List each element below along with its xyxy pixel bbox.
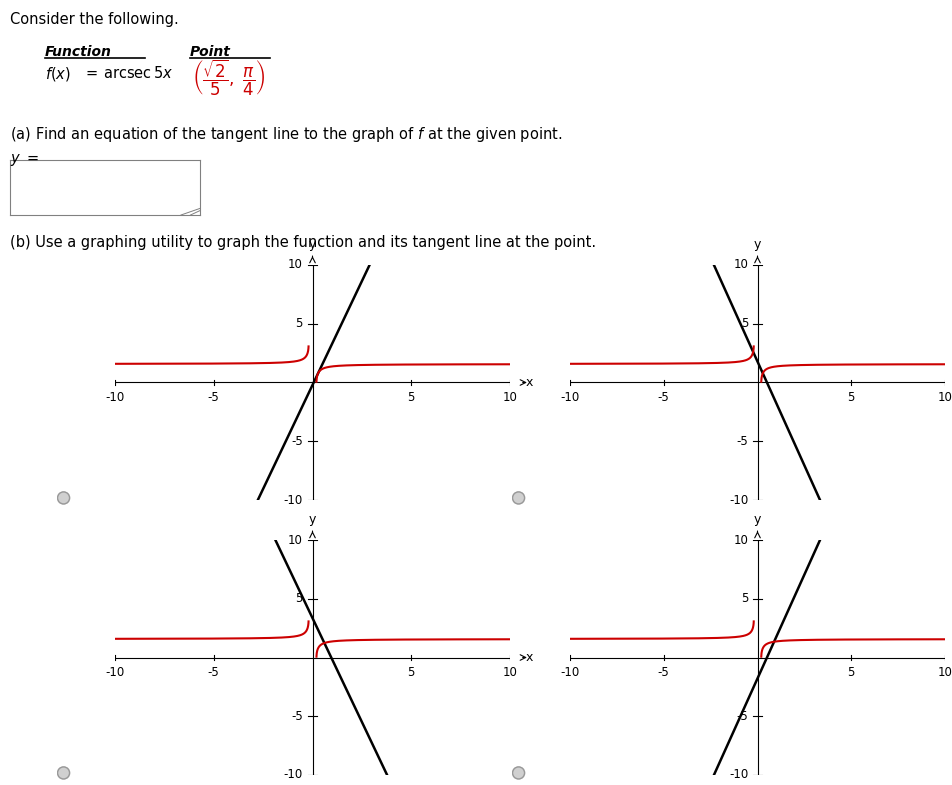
- Text: y: y: [308, 238, 316, 251]
- Text: 10: 10: [733, 258, 748, 272]
- Text: (a) Find an equation of the tangent line to the graph of $f$ at the given point.: (a) Find an equation of the tangent line…: [10, 125, 563, 144]
- Text: -5: -5: [737, 435, 748, 447]
- Text: $f(x)$: $f(x)$: [45, 65, 70, 83]
- Text: -10: -10: [106, 666, 125, 679]
- Text: 10: 10: [733, 534, 748, 546]
- Text: 5: 5: [295, 317, 303, 330]
- Text: 5: 5: [407, 666, 415, 679]
- Text: 10: 10: [288, 258, 303, 272]
- Text: 5: 5: [407, 391, 415, 403]
- Text: -5: -5: [208, 666, 220, 679]
- Text: -5: -5: [658, 666, 669, 679]
- Text: -10: -10: [729, 494, 748, 506]
- Text: 5: 5: [847, 391, 855, 403]
- Text: -5: -5: [291, 710, 303, 723]
- Text: -10: -10: [284, 494, 303, 506]
- Text: $y\ =$: $y\ =$: [10, 152, 39, 168]
- Text: -10: -10: [729, 769, 748, 782]
- Text: x: x: [526, 651, 533, 664]
- Text: $\left(\dfrac{\sqrt{2}}{5},\ \dfrac{\pi}{4}\right)$: $\left(\dfrac{\sqrt{2}}{5},\ \dfrac{\pi}…: [192, 58, 266, 98]
- Text: Point: Point: [190, 45, 231, 59]
- Text: Consider the following.: Consider the following.: [10, 12, 179, 27]
- Text: 5: 5: [741, 317, 748, 330]
- Text: x: x: [526, 376, 533, 389]
- Text: -5: -5: [658, 391, 669, 403]
- Text: -10: -10: [284, 769, 303, 782]
- Text: $= \,\mathrm{arcsec}\,5x$: $= \,\mathrm{arcsec}\,5x$: [83, 65, 173, 81]
- Text: -10: -10: [106, 391, 125, 403]
- Text: 5: 5: [295, 592, 303, 605]
- Text: -5: -5: [208, 391, 220, 403]
- Text: y: y: [754, 513, 762, 526]
- Text: 10: 10: [938, 666, 952, 679]
- Text: 10: 10: [503, 391, 518, 403]
- Text: y: y: [308, 513, 316, 526]
- Text: -10: -10: [561, 666, 580, 679]
- Text: -10: -10: [561, 391, 580, 403]
- Text: (b) Use a graphing utility to graph the function and its tangent line at the poi: (b) Use a graphing utility to graph the …: [10, 235, 596, 250]
- Circle shape: [512, 492, 525, 504]
- Text: 10: 10: [503, 666, 518, 679]
- Text: 10: 10: [938, 391, 952, 403]
- Text: -5: -5: [737, 710, 748, 723]
- Text: -5: -5: [291, 435, 303, 447]
- Text: 5: 5: [741, 592, 748, 605]
- Circle shape: [512, 767, 525, 779]
- Text: Function: Function: [45, 45, 112, 59]
- Text: y: y: [754, 238, 762, 251]
- Circle shape: [57, 492, 69, 504]
- Text: 10: 10: [288, 534, 303, 546]
- Circle shape: [57, 767, 69, 779]
- Text: 5: 5: [847, 666, 855, 679]
